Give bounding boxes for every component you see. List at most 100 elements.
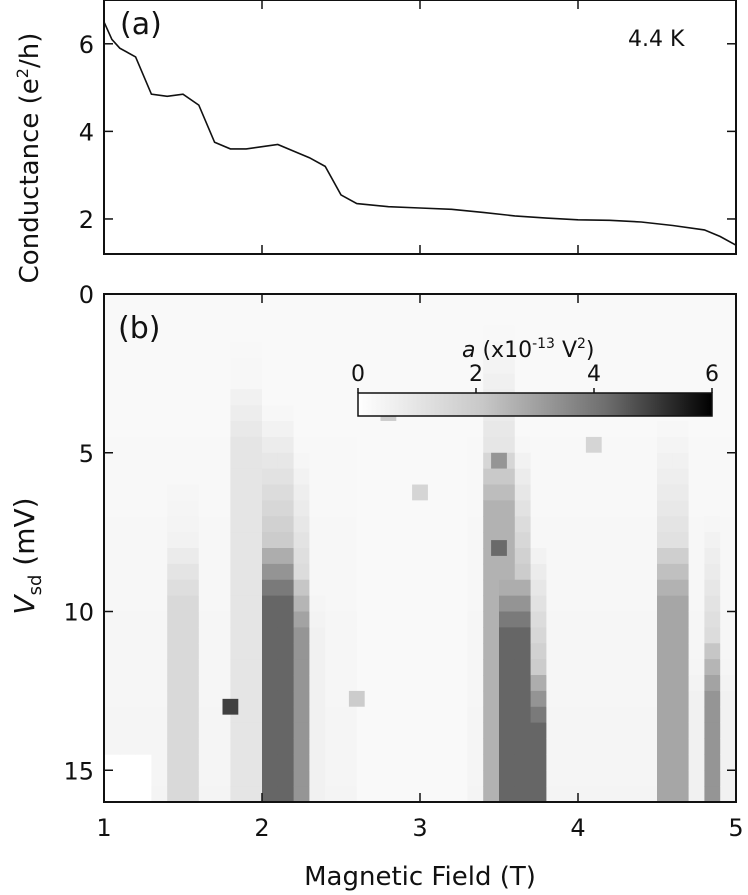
heatmap-cell — [530, 516, 547, 533]
heatmap-cell — [530, 468, 547, 485]
heatmap-cell — [198, 405, 215, 422]
heatmap-cell — [704, 532, 721, 549]
heatmap-cell — [625, 563, 642, 581]
heatmap-cell — [499, 754, 516, 771]
heatmap-cell — [356, 421, 373, 438]
heatmap-cell — [657, 373, 674, 390]
heatmap-cell — [151, 659, 168, 676]
heatmap-cell — [293, 373, 310, 390]
heatmap-cell — [641, 643, 658, 660]
ylabel-b-unit: (mV) — [8, 497, 41, 574]
heatmap-cell — [230, 309, 247, 327]
heatmap-cell — [451, 325, 468, 343]
heatmap-cell — [530, 309, 547, 327]
heatmap-cell — [562, 659, 579, 676]
heatmap-cell — [625, 611, 642, 628]
heatmap-cell — [198, 468, 215, 485]
heatmap-cell — [688, 532, 705, 549]
heatmap-cell — [593, 722, 610, 739]
heatmap-cell — [720, 643, 737, 660]
heatmap-cell — [546, 738, 563, 755]
heatmap-cell — [704, 675, 721, 692]
heatmap-cell — [499, 706, 516, 724]
heatmap-cell — [341, 770, 358, 787]
heatmap-cell — [435, 786, 452, 803]
heatmap-cell — [641, 373, 658, 390]
heatmap-isolated-point — [412, 484, 428, 501]
heatmap-cell — [404, 452, 421, 470]
heatmap-cell — [135, 611, 152, 628]
heatmap-cell — [404, 500, 421, 517]
heatmap-cell — [119, 579, 136, 597]
x-tick-label: 2 — [254, 814, 269, 842]
heatmap-cell — [499, 468, 516, 485]
heatmap-cell — [688, 484, 705, 501]
heatmap-cell — [688, 421, 705, 438]
heatmap-cell — [341, 659, 358, 676]
heatmap-cell — [293, 770, 310, 787]
heatmap-cell — [420, 786, 437, 803]
heatmap-cell — [657, 484, 674, 501]
heatmap-cell — [467, 532, 484, 549]
heatmap-cell — [530, 738, 547, 755]
heatmap-cell — [119, 373, 136, 390]
heatmap-cell — [467, 659, 484, 676]
heatmap-cell — [609, 643, 626, 660]
heatmap-cell — [720, 325, 737, 343]
heatmap-cell — [625, 468, 642, 485]
heatmap-cell — [404, 690, 421, 708]
heatmap-cell — [309, 675, 326, 692]
heatmap-cell — [467, 548, 484, 565]
heatmap-cell — [514, 770, 531, 787]
heatmap-cell — [704, 770, 721, 787]
heatmap-cell — [420, 357, 437, 374]
heatmap-cell — [246, 500, 263, 517]
heatmap-cell — [562, 722, 579, 739]
heatmap-cell — [467, 484, 484, 501]
heatmap-cell — [593, 754, 610, 771]
heatmap-cell — [609, 532, 626, 549]
heatmap-cell — [688, 436, 705, 454]
heatmap-cell — [530, 659, 547, 676]
heatmap-cell — [214, 405, 231, 422]
heatmap-cell — [688, 706, 705, 724]
heatmap-cell — [530, 643, 547, 660]
heatmap-cell — [388, 294, 405, 311]
heatmap-cell — [657, 690, 674, 708]
heatmap-cell — [562, 770, 579, 787]
heatmap-cell — [404, 357, 421, 374]
heatmap-cell — [483, 357, 500, 374]
heatmap-cell — [309, 690, 326, 708]
heatmap-cell — [325, 722, 342, 739]
heatmap-cell — [309, 341, 326, 358]
heatmap-cell — [104, 579, 121, 597]
heatmap-cell — [309, 389, 326, 406]
heatmap-cell — [672, 563, 689, 581]
heatmap-cell — [593, 548, 610, 565]
heatmap-cell — [625, 595, 642, 612]
heatmap-cell — [578, 500, 595, 517]
heatmap-cell — [420, 452, 437, 470]
heatmap-cell — [183, 706, 200, 724]
heatmap-cell — [341, 786, 358, 803]
heatmap-cell — [483, 421, 500, 438]
heatmap-cell — [183, 548, 200, 565]
heatmap-cell — [499, 643, 516, 660]
heatmap-cell — [562, 532, 579, 549]
heatmap-cell — [420, 532, 437, 549]
heatmap-cell — [325, 389, 342, 406]
heatmap-cell — [388, 468, 405, 485]
heatmap-cell — [593, 690, 610, 708]
heatmap-cell — [578, 579, 595, 597]
heatmap-isolated-point — [491, 452, 507, 469]
heatmap-cell — [451, 595, 468, 612]
heatmap-cell — [325, 548, 342, 565]
heatmap-cell — [435, 325, 452, 343]
heatmap-cell — [467, 325, 484, 343]
heatmap-cell — [262, 643, 279, 660]
heatmap-cell — [341, 595, 358, 612]
heatmap-cell — [388, 770, 405, 787]
heatmap-cell — [609, 786, 626, 803]
heatmap-cell — [704, 754, 721, 771]
